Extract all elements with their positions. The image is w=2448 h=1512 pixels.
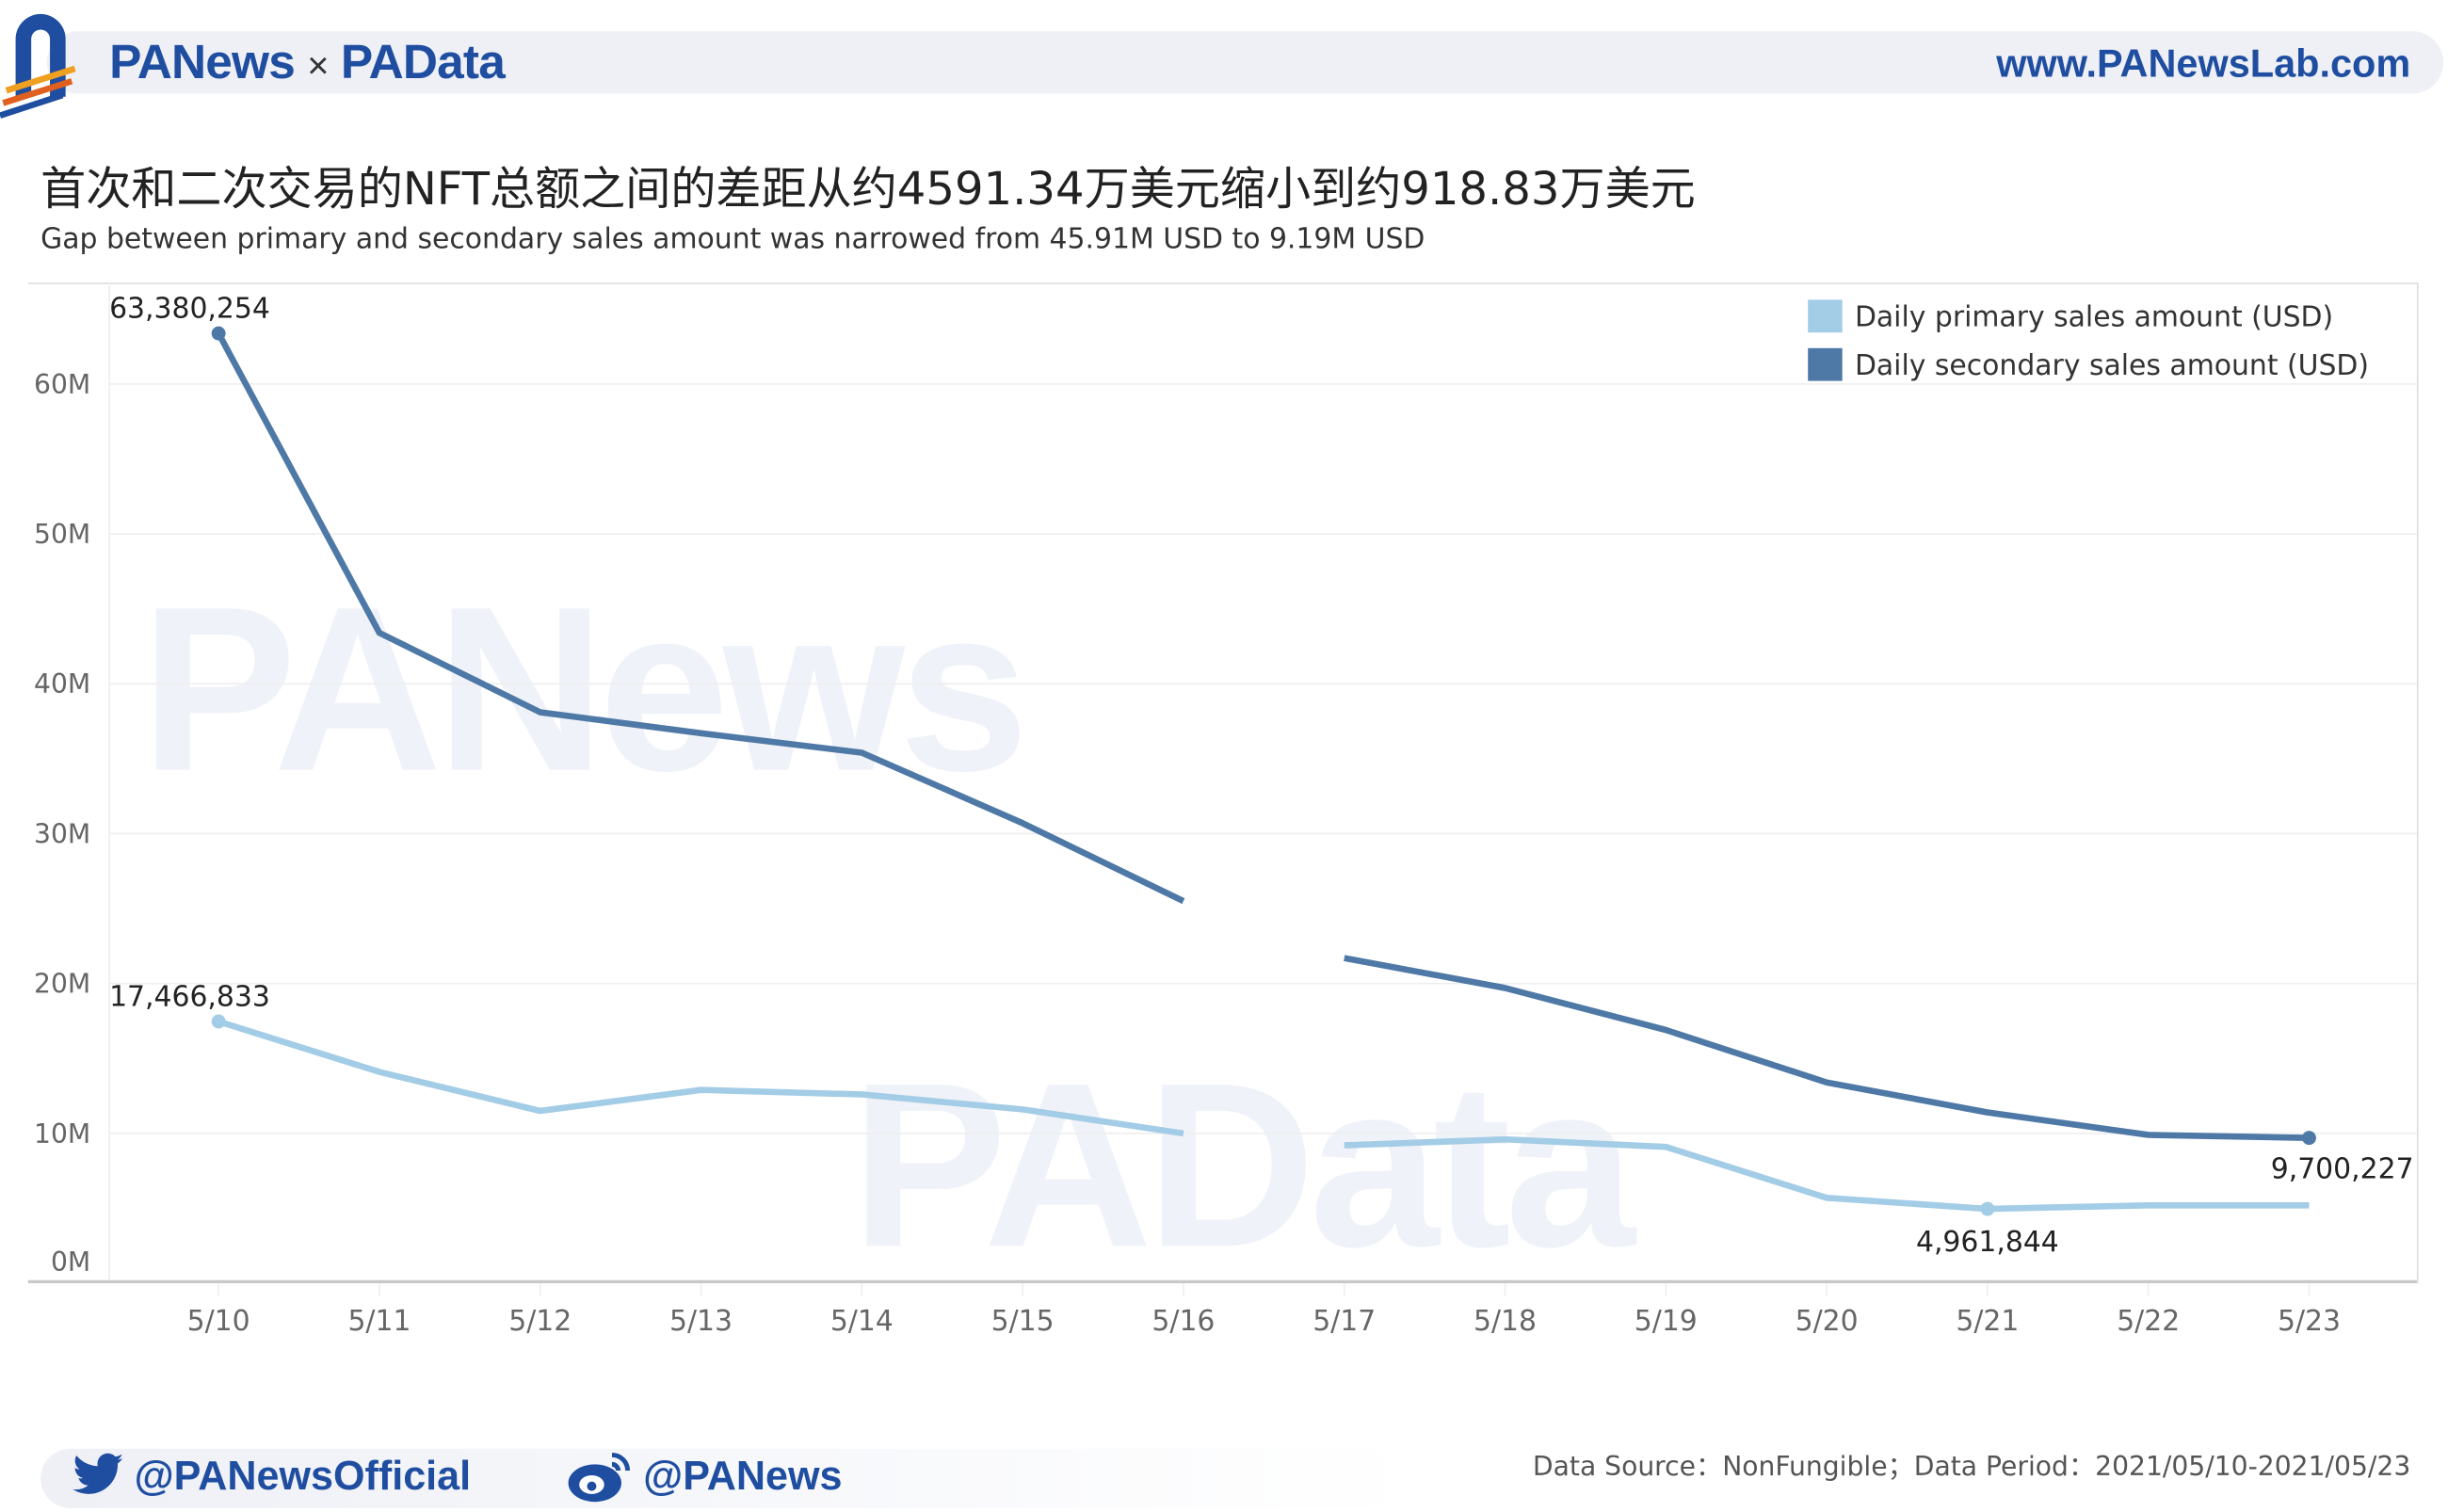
chart-title: 首次和二次交易的NFT总额之间的差距从约4591.34万美元缩小到约918.83… [40,162,1696,216]
chart-frame [27,282,2419,1284]
x-tick-label: 5/15 [991,1305,1055,1338]
y-tick-label: 40M [34,668,90,700]
legend-swatch [1808,347,1843,381]
legend-label: Daily primary sales amount (USD) [1855,301,2333,334]
data-source-note: Data Source：NonFungible；Data Period：2021… [1532,1452,2411,1484]
header-bar [46,31,2444,94]
watermark-panews: PANews [140,556,1029,820]
twitter-handle[interactable]: @PANewsOfficial [134,1452,472,1499]
weibo-icon [568,1452,631,1503]
x-tick-label: 5/11 [347,1305,411,1338]
x-tick-label: 5/13 [669,1305,733,1338]
data-point [211,326,226,341]
data-point [1980,1201,1995,1216]
brand-title: PANews × PAData [109,34,506,90]
data-label: 17,466,833 [109,980,270,1013]
y-tick-label: 20M [34,969,90,1000]
legend-swatch [1808,299,1843,333]
legend-label: Daily secondary sales amount (USD) [1855,349,2369,382]
series-line-secondary [216,331,1185,905]
x-tick-label: 5/22 [2117,1305,2180,1338]
x-tick-label: 5/21 [1956,1305,2019,1338]
y-tick-label: 60M [34,369,90,400]
footer-bar [40,1448,1415,1508]
y-tick-label: 50M [34,519,90,550]
watermark-padata: PAData [850,1033,1635,1296]
x-tick-label: 5/14 [830,1305,894,1338]
y-tick-label: 30M [34,818,90,849]
brand-padata: PAData [340,34,506,89]
data-point [211,1014,226,1029]
y-tick-label: 0M [51,1247,90,1278]
twitter-bird-icon [72,1453,123,1494]
data-point [2302,1131,2316,1146]
panews-logo-icon [0,13,76,119]
x-tick-label: 5/18 [1474,1305,1537,1338]
x-tick-label: 5/10 [187,1305,250,1338]
series-line-primary [217,1018,1184,1137]
y-tick-label: 10M [34,1118,90,1150]
x-tick-label: 5/12 [508,1305,572,1338]
x-tick-label: 5/19 [1635,1305,1698,1338]
weibo-handle[interactable]: @PANews [643,1452,843,1499]
data-label: 63,380,254 [109,293,270,326]
x-tick-label: 5/23 [2278,1305,2341,1338]
website-link[interactable]: www.PANewsLab.com [1996,41,2411,87]
x-tick-label: 5/17 [1313,1305,1376,1338]
series-line-secondary [1344,955,2310,1141]
x-tick-label: 5/16 [1152,1305,1215,1338]
x-tick-label: 5/20 [1796,1305,1859,1338]
brand-panews: PANews [109,34,296,89]
data-label: 4,961,844 [1916,1226,2059,1259]
chart-subtitle: Gap between primary and secondary sales … [40,223,1425,256]
brand-separator: × [307,45,329,88]
data-label: 9,700,227 [2271,1153,2414,1186]
series-line-primary [1344,1135,2310,1213]
